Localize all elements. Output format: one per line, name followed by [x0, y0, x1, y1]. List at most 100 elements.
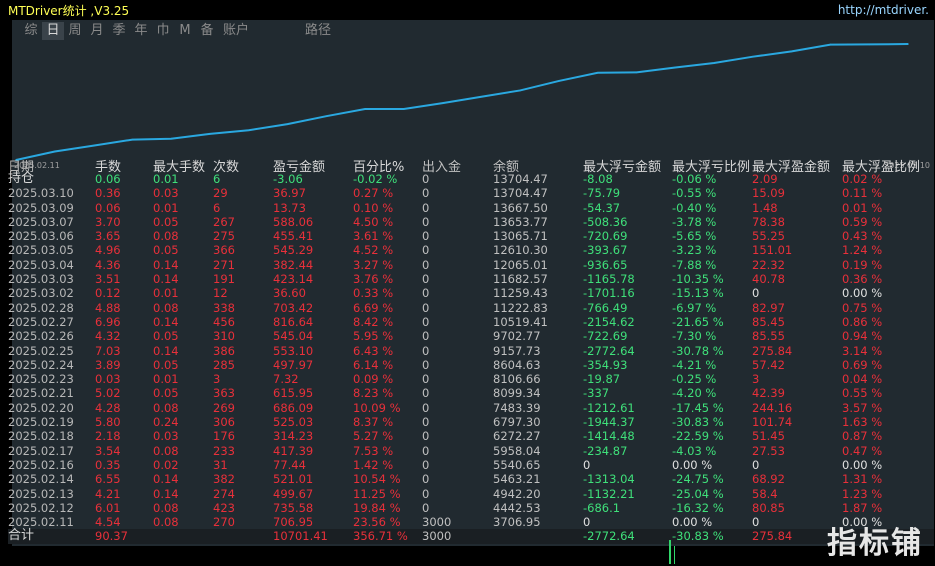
cell-pct: 6.14 % — [353, 357, 394, 372]
tab-5[interactable]: 年 — [134, 23, 148, 38]
cell-lots: 4.21 — [95, 486, 121, 501]
cell-mfp: 3 — [752, 372, 760, 387]
balance-point — [325, 115, 328, 117]
cell-mfl: -1165.78 — [583, 272, 635, 287]
cell-pl: 703.42 — [273, 300, 314, 315]
cell-bal: 13065.71 — [493, 229, 548, 244]
tab-path[interactable]: 路径 — [305, 23, 332, 38]
tab-9[interactable]: 账户 — [222, 23, 249, 38]
cell-io: 0 — [422, 272, 430, 287]
cell-lots: 4.54 — [95, 515, 121, 530]
cell-pct: 10.09 % — [353, 400, 401, 415]
cell-lots: 3.65 — [95, 229, 121, 244]
cell-pl: 588.06 — [273, 214, 314, 229]
cell-pl: 77.44 — [273, 457, 306, 472]
cell-lots: 6.96 — [95, 314, 121, 329]
cell-lots: 3.54 — [95, 443, 121, 458]
cell-cnt: 270 — [213, 515, 235, 530]
volume-bar — [674, 546, 675, 564]
cell-pct: 8.37 % — [353, 415, 394, 430]
cell-bal: 5540.65 — [493, 457, 541, 472]
cell-pl: 499.67 — [273, 486, 314, 501]
col-max-float-profit: 最大浮盈金额 — [752, 160, 831, 175]
tab-0[interactable]: 综 — [24, 23, 38, 38]
cell-mflp: -30.83 % — [672, 529, 724, 544]
cell-io: 0 — [422, 343, 430, 358]
cell-pct: 19.84 % — [353, 500, 401, 515]
cell-mflp: -30.83 % — [672, 415, 724, 430]
cell-max: 0.01 — [153, 286, 179, 301]
cell-mflp: -15.13 % — [672, 286, 724, 301]
cell-lots: 5.02 — [95, 386, 121, 401]
cell-io: 0 — [422, 214, 430, 229]
cell-max: 0.01 — [153, 200, 179, 215]
cell-mfp: 244.16 — [752, 400, 793, 415]
cell-pl: 816.64 — [273, 314, 314, 329]
cell-mfl: -1313.04 — [583, 472, 635, 487]
cell-mfp: 51.45 — [752, 429, 785, 444]
balance-point — [15, 159, 17, 161]
cell-date: 2025.03.07 — [8, 214, 74, 229]
tab-2[interactable]: 周 — [68, 23, 82, 38]
balance-line — [15, 43, 909, 161]
balance-point — [790, 50, 793, 53]
cell-date: 2025.02.18 — [8, 429, 74, 444]
cell-mflp: -0.55 % — [672, 186, 717, 201]
cell-bal: 7483.39 — [493, 400, 541, 415]
table-row: 2025.03.05 4.96 0.05 366 545.29 4.52 % 0 12610.… — [8, 243, 934, 257]
tab-8[interactable]: 备 — [200, 23, 214, 38]
cell-io: 0 — [422, 457, 430, 472]
table-row: 2025.02.24 3.89 0.05 285 497.97 6.14 % 0 8604.6… — [8, 358, 934, 372]
cell-cnt: 275 — [213, 229, 235, 244]
balance-point — [364, 108, 366, 110]
cell-mfp: 82.97 — [752, 300, 785, 315]
balance-point — [170, 137, 172, 140]
cell-cnt: 271 — [213, 257, 235, 272]
cell-bal: 11259.43 — [493, 286, 548, 301]
cell-pl: 382.44 — [273, 257, 314, 272]
stats-panel: 综日周月季年巾 M 备账户 路径 2025.02.11 2025.03.10 日期 … — [8, 20, 934, 546]
cell-lots: 3.70 — [95, 214, 121, 229]
cell-pl: 525.03 — [273, 415, 314, 430]
cell-pct: 11.25 % — [353, 486, 401, 501]
cell-mfpp: 0.47 % — [842, 443, 883, 458]
cell-io: 0 — [422, 186, 430, 201]
cell-mfp: 40.78 — [752, 272, 785, 287]
cell-cnt: 382 — [213, 472, 235, 487]
balance-point — [907, 43, 909, 45]
cell-lots: 0.35 — [95, 457, 121, 472]
cell-pl: 455.41 — [273, 229, 314, 244]
cell-max: 0.01 — [153, 372, 179, 387]
tab-4[interactable]: 季 — [112, 23, 126, 38]
cell-date: 2025.02.28 — [8, 300, 74, 315]
cell-pct: 6.69 % — [353, 300, 394, 315]
cell-mfp: 0 — [752, 286, 760, 301]
cell-bal: 13653.77 — [493, 214, 548, 229]
cell-pl: 521.01 — [273, 472, 314, 487]
cell-pl: 417.39 — [273, 443, 314, 458]
table-row: 2025.02.11 4.54 0.08 270 706.95 23.56 % 3000 37… — [8, 515, 934, 529]
cell-cnt: 31 — [213, 457, 228, 472]
tab-3[interactable]: 月 — [90, 23, 104, 38]
cell-io: 0 — [422, 314, 430, 329]
cell-pct: 0.10 % — [353, 200, 394, 215]
cell-max: 0.08 — [153, 300, 179, 315]
cell-mfl: -1944.37 — [583, 415, 635, 430]
cell-bal: 12065.01 — [493, 257, 548, 272]
cell-mfl: -936.65 — [583, 257, 628, 272]
table-row: 2025.02.16 0.35 0.02 31 77.44 1.42 % 0 5540.65 0… — [8, 458, 934, 472]
cell-date: 2025.02.17 — [8, 443, 74, 458]
cell-bal: 3706.95 — [493, 515, 541, 530]
cell-pct: 3.61 % — [353, 229, 394, 244]
cell-pct: 8.42 % — [353, 314, 394, 329]
cell-lots: 0.36 — [95, 186, 121, 201]
site-link[interactable]: http://mtdriver. — [837, 3, 929, 17]
cell-mfp: 0 — [752, 515, 760, 530]
cell-cnt: 6 — [213, 172, 221, 186]
tab-1[interactable]: 日 — [42, 22, 64, 40]
cell-max: 0.14 — [153, 486, 179, 501]
cell-max: 0.14 — [153, 472, 179, 487]
tab-6[interactable]: 巾 — [156, 23, 170, 38]
tab-7[interactable]: M — [179, 23, 191, 38]
cell-mfp: 22.32 — [752, 257, 785, 272]
